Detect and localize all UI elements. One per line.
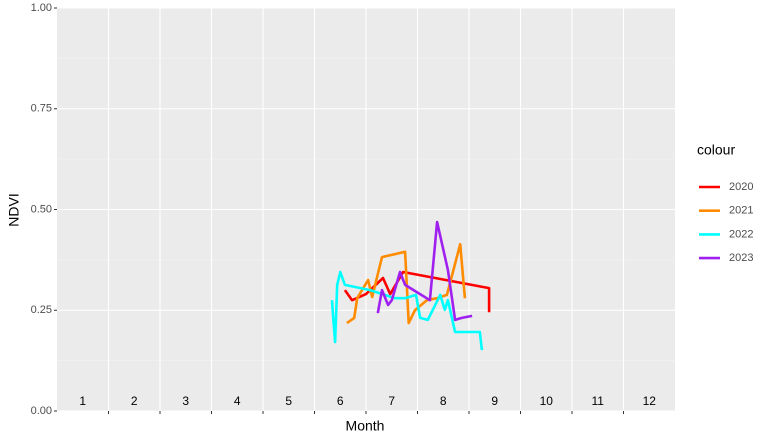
month-label: 8 bbox=[440, 394, 447, 408]
month-label: 4 bbox=[234, 394, 241, 408]
legend-label: 2022 bbox=[729, 228, 753, 240]
y-tick-label: 0.25 bbox=[31, 304, 52, 316]
y-tick-label: 0.50 bbox=[31, 203, 52, 215]
month-label: 10 bbox=[540, 394, 554, 408]
legend-label: 2021 bbox=[729, 205, 753, 217]
line bbox=[330, 270, 484, 351]
month-label: 9 bbox=[491, 394, 498, 408]
line bbox=[376, 220, 473, 322]
month-label: 12 bbox=[643, 394, 657, 408]
month-label: 7 bbox=[388, 394, 395, 408]
line bbox=[343, 270, 491, 313]
legend-label: 2020 bbox=[729, 181, 753, 193]
month-label: 2 bbox=[131, 394, 138, 408]
month-label: 6 bbox=[337, 394, 344, 408]
legend-label: 2023 bbox=[729, 252, 753, 264]
month-label: 11 bbox=[592, 394, 605, 408]
month-label: 1 bbox=[79, 394, 86, 408]
month-label: 5 bbox=[285, 394, 292, 408]
y-tick-label: 1.00 bbox=[31, 2, 52, 14]
y-tick-label: 0.75 bbox=[31, 103, 52, 115]
y-tick-label: 0.00 bbox=[31, 405, 52, 417]
legend-title: colour bbox=[697, 142, 735, 158]
y-axis-label: NDVI bbox=[6, 193, 22, 226]
month-label: 3 bbox=[182, 394, 189, 408]
x-axis-label: Month bbox=[346, 418, 385, 434]
